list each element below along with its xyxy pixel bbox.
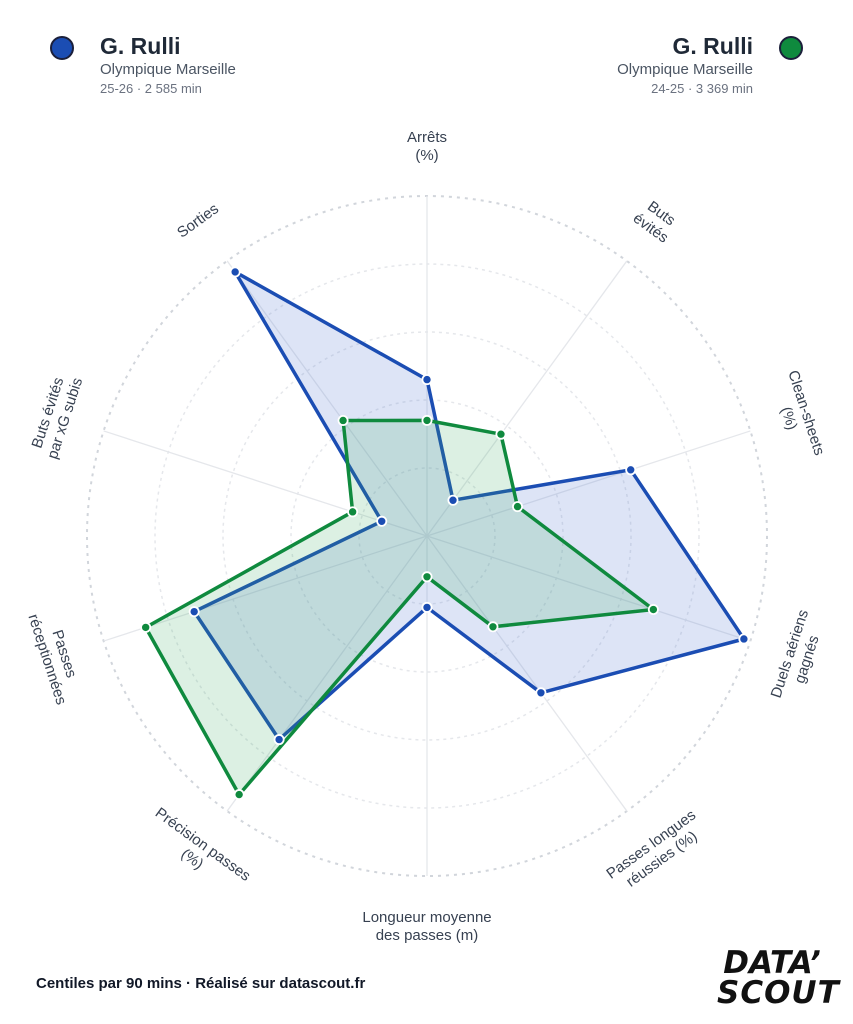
data-point <box>647 604 659 616</box>
data-point <box>229 266 241 278</box>
axis-label: Longueur moyenne des passes (m) <box>362 909 491 944</box>
axis-label: Sorties <box>174 200 222 241</box>
series-color-dot <box>779 36 803 60</box>
grid-spoke <box>103 430 428 537</box>
data-point <box>421 374 433 386</box>
player-legend-right: G. Rulli Olympique Marseille 24-25 · 3 3… <box>617 32 803 98</box>
data-point <box>421 414 433 426</box>
player-legend-left: G. Rulli Olympique Marseille 25-26 · 2 5… <box>50 32 236 98</box>
grid-spoke <box>226 535 428 812</box>
logo-line-1: DATA’ <box>723 945 821 981</box>
grid-spoke <box>426 430 751 537</box>
data-point <box>337 414 349 426</box>
logo-line-2: SCOUT <box>717 975 840 1011</box>
data-point <box>487 621 499 633</box>
axis-label: Passes longuesréussies (%) <box>603 807 709 898</box>
data-point <box>273 734 285 746</box>
player-club: Olympique Marseille <box>617 61 753 78</box>
axis-label: Passesréceptionnées <box>24 606 86 706</box>
grid-spoke <box>426 535 628 812</box>
grid-spoke <box>426 260 628 537</box>
axis-label-line: Sorties <box>174 200 222 241</box>
axis-label: Clean-sheets(%) <box>767 368 828 463</box>
data-point <box>738 633 750 645</box>
data-point <box>376 515 388 527</box>
axis-label: Butsévités <box>630 195 682 246</box>
player-season-minutes: 25-26 · 2 585 min <box>100 81 202 96</box>
data-point <box>421 571 433 583</box>
axis-label: Duels aériensgagnés <box>768 608 830 706</box>
axis-label-line: (%) <box>415 147 438 164</box>
data-point <box>447 494 459 506</box>
axis-label-line: des passes (m) <box>376 927 479 944</box>
axis-label-line: Précision passes <box>152 804 254 884</box>
data-point <box>535 687 547 699</box>
data-point <box>188 606 200 618</box>
datascout-logo: DATA’ SCOUT <box>717 945 840 1011</box>
grid-spoke <box>103 535 428 642</box>
axis-label: Précision passes(%) <box>141 804 253 899</box>
series-polygon-24-25 <box>143 418 656 797</box>
player-name: G. Rulli <box>100 33 181 59</box>
grid-spoke <box>226 260 428 537</box>
data-point <box>512 501 524 513</box>
data-point <box>495 428 507 440</box>
data-point <box>625 464 637 476</box>
player-club: Olympique Marseille <box>100 61 236 78</box>
axis-label-line: Longueur moyenne <box>362 909 491 926</box>
axis-label: Buts évitéspar xG subis <box>27 370 86 461</box>
data-point <box>233 789 245 801</box>
axis-label-line: Arrêts <box>407 129 447 146</box>
player-name: G. Rulli <box>672 33 754 59</box>
data-point <box>421 601 433 613</box>
grid-spoke <box>426 535 751 642</box>
footer-note: Centiles par 90 mins · Réalisé sur datas… <box>36 975 366 992</box>
axis-label: Arrêts (%) <box>407 129 447 164</box>
grid-ring <box>290 399 564 673</box>
data-point <box>140 621 152 633</box>
data-point <box>347 506 359 518</box>
player-season-minutes: 24-25 · 3 369 min <box>651 81 753 96</box>
series-color-dot <box>50 36 74 60</box>
axis-label-line: (%) <box>777 405 800 432</box>
